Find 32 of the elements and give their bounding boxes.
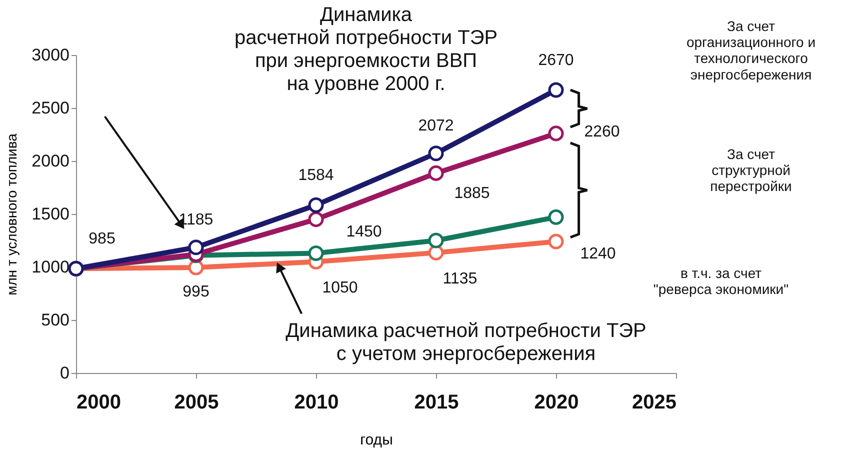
x-tick-label: 2025 [632, 392, 676, 414]
y-tick-label: 1500 [32, 204, 70, 224]
y-tick-label: 1000 [32, 258, 70, 276]
y-axis-title: млн т условного топлива [4, 133, 20, 296]
x-tick-label: 2005 [174, 392, 219, 414]
data-label: 2260 [584, 123, 620, 140]
data-label: 1450 [346, 223, 382, 240]
data-label: 985 [88, 230, 116, 248]
x-tick-label: 2010 [294, 392, 339, 414]
x-tick-label: 2020 [534, 392, 579, 414]
data-label: 2072 [418, 117, 454, 134]
x-tick-label: 2000 [76, 392, 121, 414]
text: За счет организационного и технологического энергосбережения [686, 18, 816, 82]
data-label: 2670 [538, 52, 574, 69]
data-label: 1584 [298, 167, 334, 184]
x-tick-label: 2015 [414, 392, 459, 414]
y-tick-label: 0 [60, 364, 70, 382]
annotation: Динамика расчетной потребности ТЭР с учетом энергосбережения [286, 320, 646, 365]
data-label: 1185 [178, 211, 214, 228]
data-label: 1885 [454, 185, 490, 202]
annotation: в т.ч. за счет "реверса экономики" [653, 265, 789, 298]
y-tick-label: 2000 [32, 152, 70, 170]
y-tick-label: 3000 [32, 46, 70, 64]
data-label: 1240 [580, 246, 616, 263]
data-label: 1050 [322, 280, 358, 297]
y-tick-label: 500 [41, 310, 70, 330]
x-axis-title: годы [360, 432, 393, 448]
data-label: 1135 [442, 270, 478, 288]
text: За счет структурной перестройки [710, 146, 792, 194]
data-label: 995 [182, 284, 210, 301]
y-tick-label: 2500 [32, 98, 70, 118]
annotation: Динамика расчетной потребности ТЭР при энергоемкости ВВП на уровне 2000 г. [234, 4, 498, 95]
